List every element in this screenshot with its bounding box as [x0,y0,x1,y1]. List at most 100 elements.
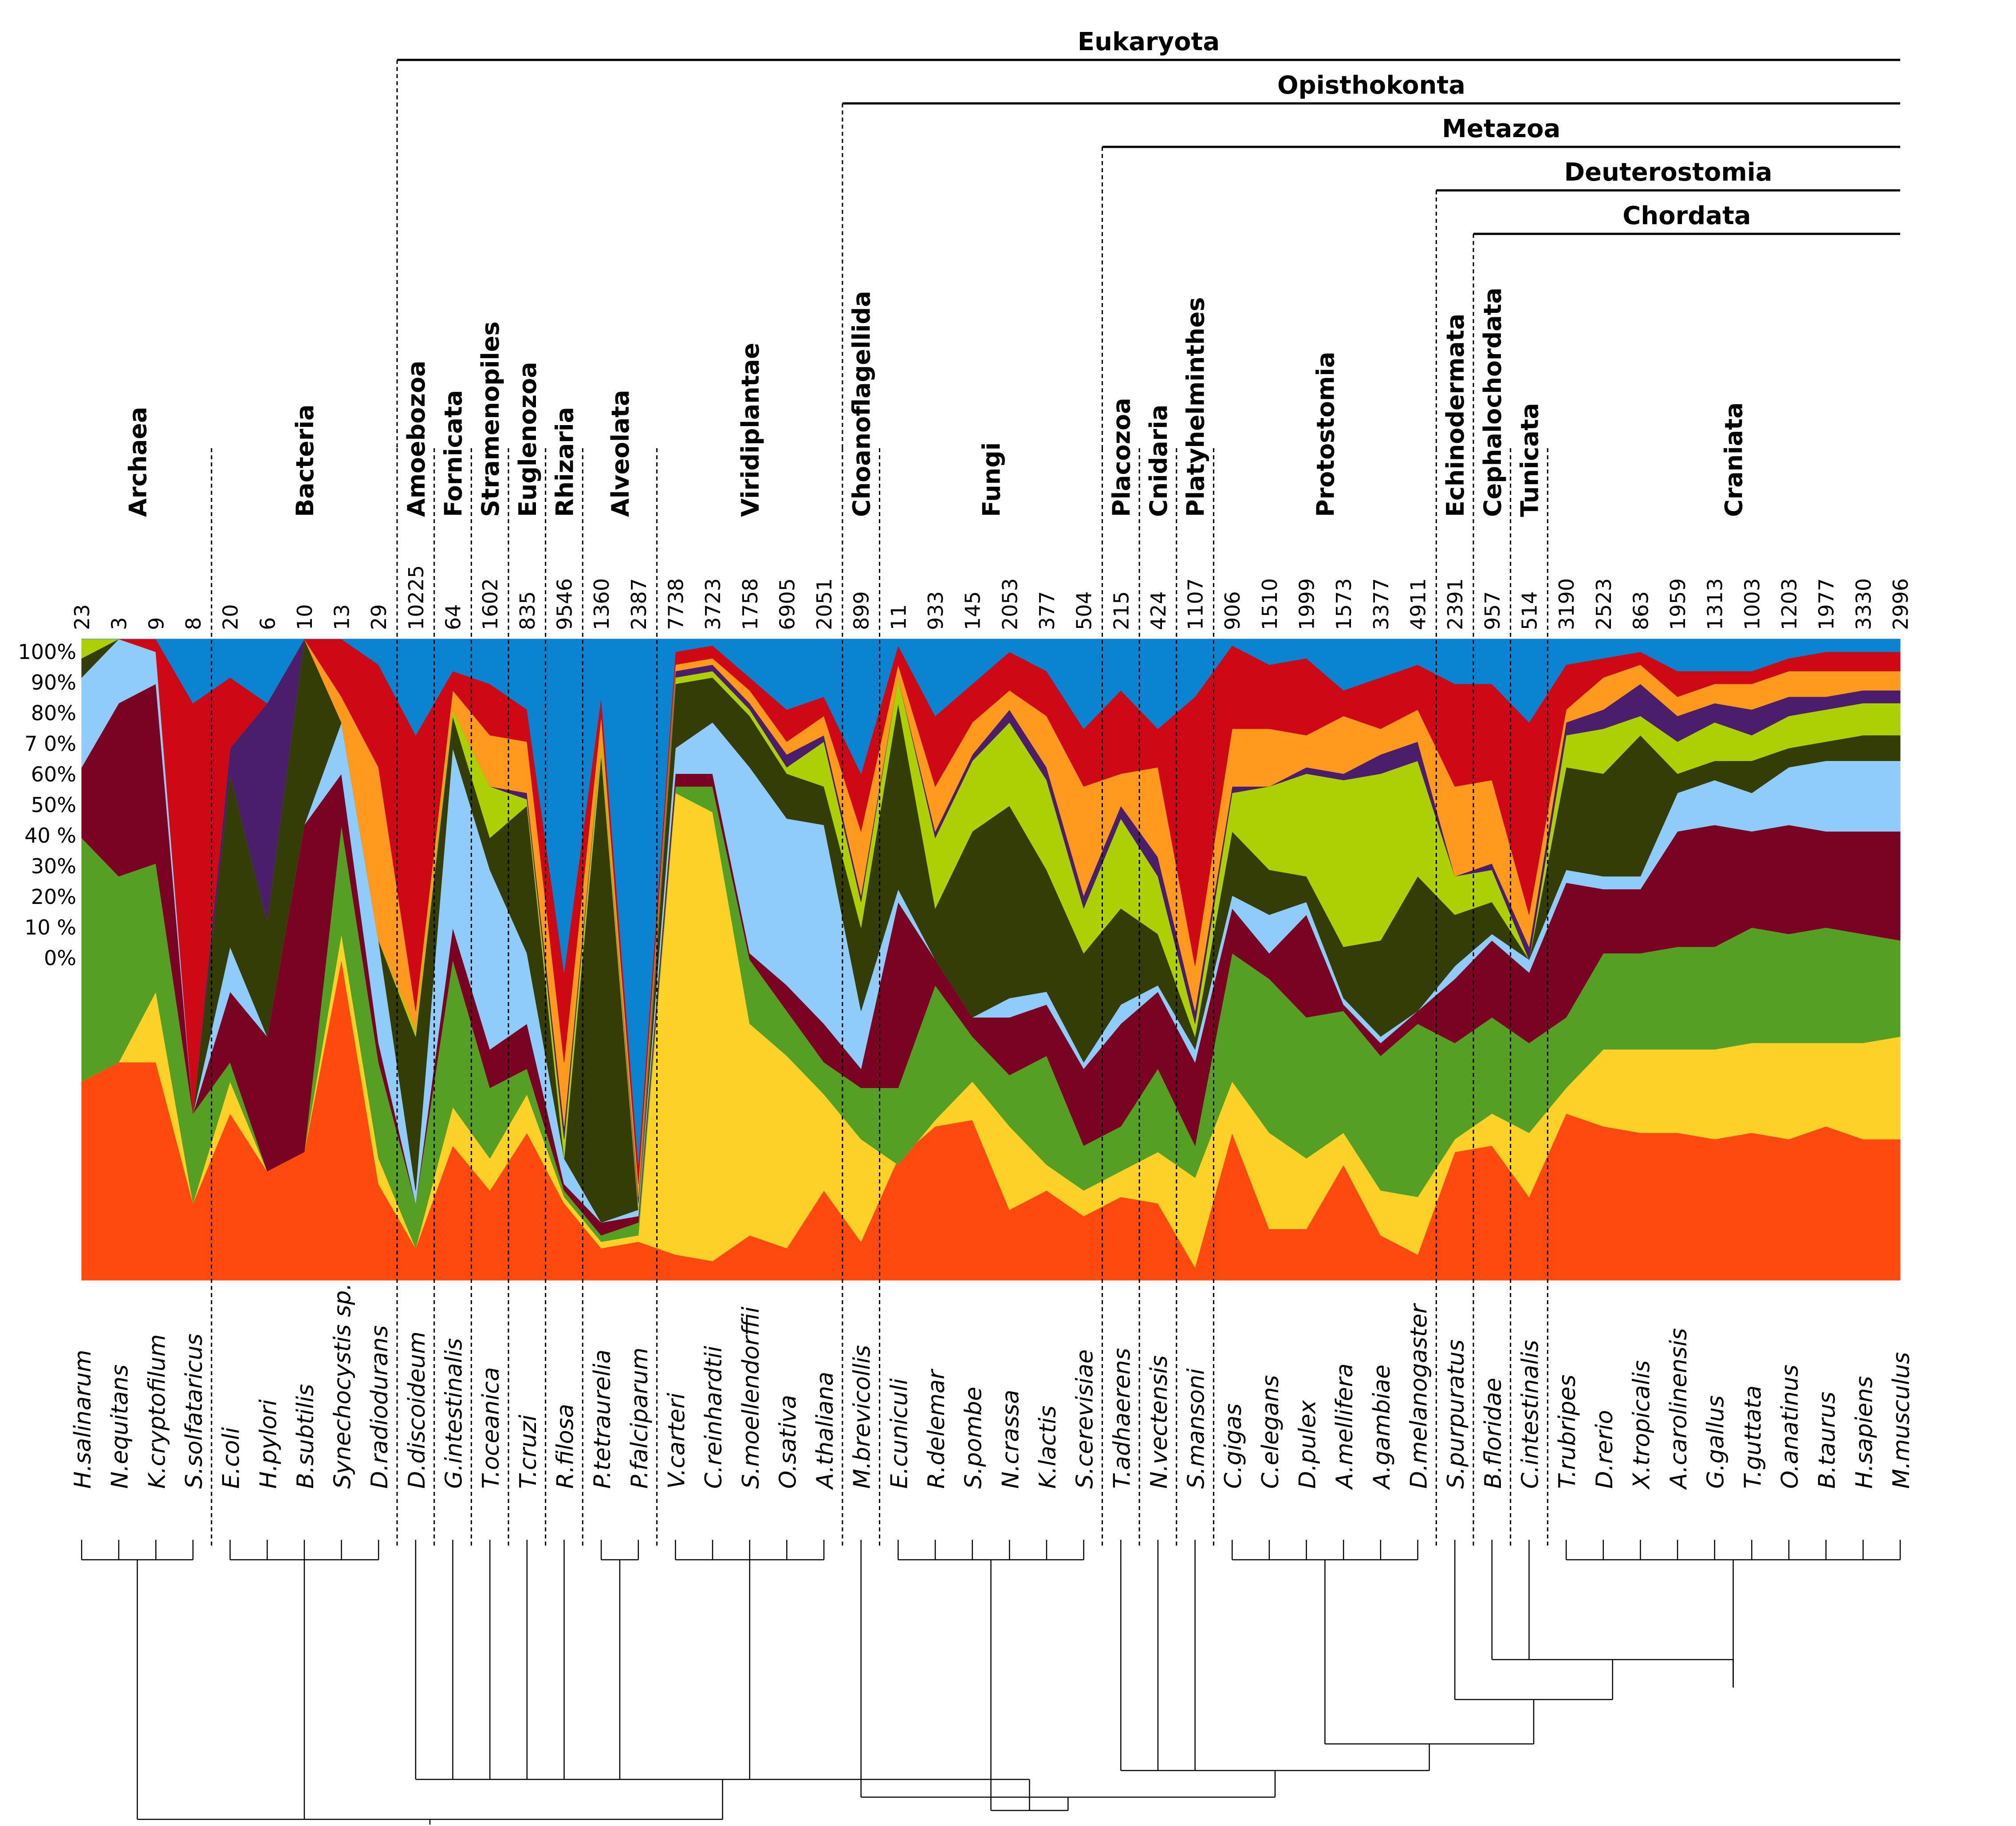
species-name-labels: H.salinarum N.equitans K.cryptofilum S.solf… [70,1283,1915,1490]
species-count: 2523 [1592,578,1616,630]
species-count: 3723 [701,578,725,630]
species-count: 11 [886,604,910,630]
area-layer-11 [82,639,1901,1165]
species-count: 933 [924,591,948,630]
species-name: E.coli [218,1427,245,1489]
species-count: 145 [961,591,985,630]
species-name: D.discoideum [404,1331,430,1489]
clade-label: Placozoa [1107,398,1135,517]
species-name: K.lactis [1035,1406,1061,1489]
higher-taxa-brackets: Eukaryota Opisthokonta MetazoaDeuterostomi… [396,28,1900,448]
clade-label: Platyhelminthes [1182,297,1210,517]
y-tick-label: 0% [44,946,76,970]
species-name: D.melanogaster [1406,1302,1433,1489]
taxon-label: Deuterostomia [1564,158,1772,187]
y-tick-label: 50% [31,793,76,817]
species-count: 10225 [404,565,428,630]
species-name: S.moellendorffii [738,1306,764,1489]
species-count: 2053 [998,578,1022,630]
y-tick-label: 80% [31,701,76,725]
species-name: T.oceanica [478,1367,504,1489]
clade-label: Viridiplantae [736,343,764,517]
clade-label: Amoebozoa [402,360,430,517]
species-name: A.carolinensis [1666,1328,1692,1490]
species-name: S.solfataricus [181,1333,208,1489]
clade-label: Bacteria [291,404,319,517]
species-count: 2387 [627,578,651,630]
y-axis-tick-labels: 100% 90% 80% 7 0% 60% 50% 40 % 30% 20% 10 % 0% [18,640,76,970]
clade-label: Cephalochordata [1479,288,1507,517]
species-name: G.gallus [1703,1395,1729,1489]
species-name: X.tropicalis [1628,1360,1655,1490]
clade-label: Echinodermata [1441,314,1469,517]
species-count: 10 [293,604,317,630]
species-count: 1999 [1295,578,1319,630]
species-name: Synechocystis sp. [330,1283,356,1489]
species-name: E.cuniculi [886,1378,913,1489]
y-tick-label: 40 % [24,824,76,848]
species-name: S.mansoni [1183,1368,1210,1489]
clade-label: Euglenozoa [514,362,542,517]
species-name: K.cryptofilum [144,1334,170,1489]
taxon-label: Chordata [1622,201,1751,230]
clade-label: Choanoflagellida [848,291,876,517]
species-name: T.cruzi [515,1415,542,1489]
species-count: 835 [516,591,539,630]
species-name: N.vectensis [1146,1355,1173,1489]
species-name: S.cerevisiae [1072,1349,1099,1489]
species-name: R.filosa [552,1404,579,1489]
species-count: 1602 [478,578,502,630]
species-name: G.intestinalis [441,1338,468,1489]
species-name: C.elegans [1257,1375,1284,1489]
species-count: 3 [107,617,131,630]
species-count: 863 [1629,591,1653,630]
species-count: 20 [219,604,243,630]
species-count: 3190 [1555,578,1579,630]
clade-label: Archaea [124,407,152,517]
y-tick-label: 90% [31,670,76,694]
species-name: C.intestinalis [1517,1340,1544,1489]
species-name: H.salinarum [70,1350,96,1489]
species-name: C.gigas [1220,1404,1247,1489]
species-count: 29 [367,604,391,630]
species-count: 1977 [1815,578,1839,630]
species-name: V.carteri [663,1392,690,1489]
species-count: 899 [850,591,874,630]
species-count: 1758 [738,578,762,630]
species-name: T.rubripes [1554,1375,1581,1489]
species-name: A.gambiae [1369,1365,1395,1490]
species-name: R.delemar [923,1368,950,1489]
species-count: 377 [1035,591,1059,630]
clade-label: Stramenopiles [476,321,504,517]
species-name: M.brevicollis [849,1345,876,1489]
species-count: 215 [1109,591,1133,630]
y-tick-label: 20% [31,885,76,909]
species-count: 1003 [1740,578,1764,630]
species-count: 1203 [1777,578,1801,630]
species-name: N.crassa [997,1390,1024,1489]
species-name: S.pombe [961,1387,987,1489]
clade-label: Alveolata [606,390,634,517]
species-count: 957 [1480,591,1504,630]
species-count: 1573 [1332,578,1356,630]
y-tick-label: 30% [31,854,76,878]
species-count: 4911 [1406,578,1430,630]
y-tick-label: 10 % [24,915,76,939]
species-name: O.anatinus [1777,1365,1803,1489]
species-count: 1360 [590,578,614,630]
species-count: 1510 [1258,578,1282,630]
species-count: 9 [144,617,168,630]
y-tick-label: 60% [31,762,76,786]
clade-label: Fornicata [440,390,468,517]
species-count: 6905 [775,578,799,630]
taxon-label: Eukaryota [1078,28,1220,56]
stacked-area-layers [82,639,1901,1281]
clade-label: Tunicata [1516,403,1544,517]
species-name: D.radiodurans [366,1325,393,1489]
clade-label: Rhizaria [551,407,579,517]
clade-label: Protostomia [1311,352,1339,517]
species-count-labels: 23 3 9 8 20 6 10 13 29 10225 64 1602 835 9546 1360 2387… [70,565,1913,630]
species-count: 504 [1072,591,1096,630]
species-count: 9546 [552,578,576,630]
